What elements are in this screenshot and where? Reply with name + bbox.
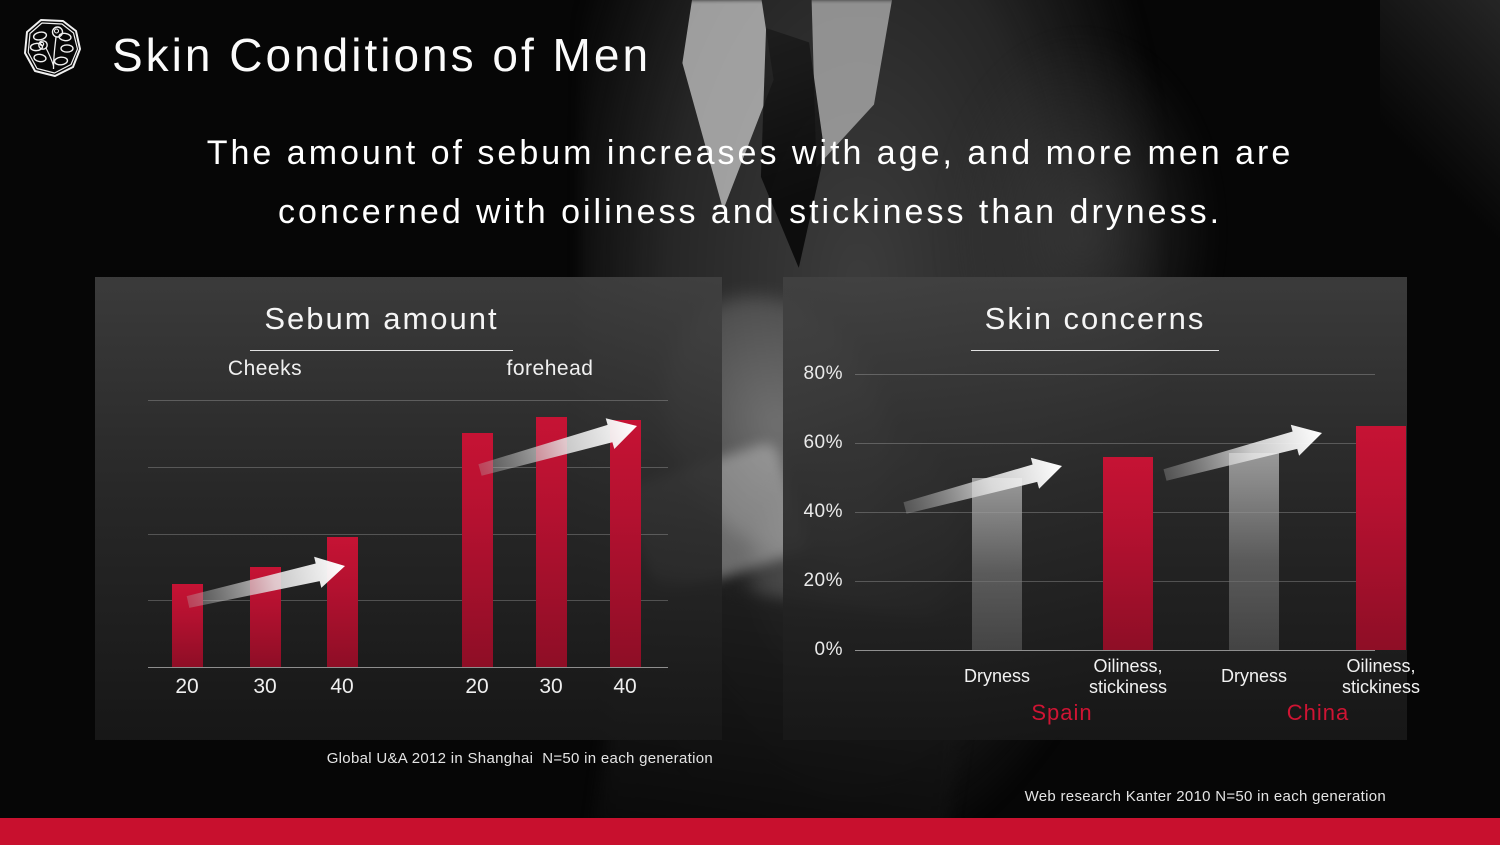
ytick-40: 40% (803, 501, 843, 522)
x-axis-line (855, 650, 1375, 651)
subtitle-line-1: The amount of sebum increases with age, … (206, 134, 1294, 172)
sebum-chart-footnote: Global U&A 2012 in Shanghai N=50 in each… (326, 750, 713, 767)
bar-spain-oiliness (1103, 456, 1153, 650)
group-label-cheeks: Cheeks (227, 357, 303, 380)
bar-forehead-30 (535, 416, 567, 667)
ytick-80: 80% (803, 363, 843, 384)
ytick-60: 60% (803, 432, 843, 453)
cat-label-oiliness-line1: Oiliness, (1346, 656, 1416, 676)
group-label-forehead: forehead (506, 357, 594, 380)
subtitle-line-2: concerned with oiliness and stickiness t… (277, 193, 1223, 231)
concerns-chart-footnote: Web research Kanter 2010 N=50 in each ge… (783, 749, 1386, 845)
bottom-accent-band (0, 818, 1500, 845)
bar-forehead-20 (461, 433, 493, 667)
gridline (148, 533, 668, 535)
gridline (855, 443, 1375, 444)
xtick-cheeks-30: 30 (253, 675, 277, 698)
xtick-cheeks-20: 20 (175, 675, 199, 698)
cat-label-china-dryness: Dryness (1220, 666, 1288, 686)
bar-china-oiliness (1356, 425, 1406, 650)
sebum-chart-title: Sebum amount (250, 301, 513, 351)
gridline (148, 600, 668, 602)
gridline (148, 400, 668, 401)
sebum-chart-area: 20 30 40 20 30 40 (148, 400, 668, 698)
gridline (148, 466, 668, 468)
bar-spain-dryness (972, 477, 1022, 650)
concerns-chart-area: 80% 60% 40% 20% 0% Dryness Oiliness, sti… (803, 363, 1420, 725)
ytick-20: 20% (803, 570, 843, 591)
cat-label-oiliness-line2: stickiness (1341, 677, 1421, 697)
cat-label-oiliness-line2: stickiness (1088, 677, 1168, 697)
bar-forehead-40 (609, 420, 641, 667)
ytick-0: 0% (814, 639, 843, 660)
cat-label-spain-oiliness: Oiliness, stickiness (1089, 656, 1167, 698)
bar-cheeks-20 (171, 583, 203, 667)
x-axis-line (148, 667, 668, 668)
cat-label-oiliness-line1: Oiliness, (1093, 656, 1163, 676)
slide-subtitle: The amount of sebum increases with age, … (0, 124, 1500, 242)
country-label-spain: Spain (1031, 700, 1093, 725)
sebum-chart-panel: Sebum amount Cheeks forehead 20 30 40 20… (95, 277, 722, 740)
flower-emblem-logo-icon (20, 16, 84, 85)
bar-cheeks-30 (249, 566, 281, 667)
cat-label-spain-dryness: Dryness (963, 666, 1031, 686)
concerns-chart-title-wrap: Skin concerns (783, 301, 1407, 351)
xtick-cheeks-40: 40 (330, 675, 354, 698)
bar-cheeks-40 (326, 536, 358, 667)
photo-corner-highlight (1380, 0, 1500, 300)
gridline (855, 374, 1375, 375)
concerns-chart-title: Skin concerns (970, 301, 1220, 351)
xtick-forehead-30: 30 (539, 675, 563, 698)
xtick-forehead-40: 40 (613, 675, 637, 698)
xtick-forehead-20: 20 (465, 675, 489, 698)
country-label-china: China (1286, 700, 1350, 725)
slide-title: Skin Conditions of Men (112, 29, 652, 81)
bar-china-dryness (1229, 453, 1279, 650)
sebum-chart-title-wrap: Sebum amount (95, 301, 668, 351)
concerns-chart-panel: Skin concerns 80% 60% 40% 20% 0% Dryness… (783, 277, 1420, 740)
cat-label-china-oiliness: Oiliness, stickiness (1342, 656, 1420, 698)
concerns-footnote-line1: Web research Kanter 2010 N=50 in each ge… (1024, 788, 1386, 805)
